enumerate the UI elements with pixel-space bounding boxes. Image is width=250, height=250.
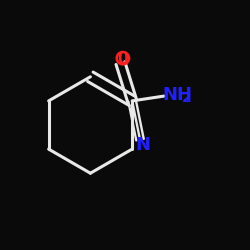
Text: O: O — [118, 50, 128, 68]
Text: NH: NH — [162, 86, 192, 104]
Text: N: N — [135, 136, 150, 154]
Text: 2: 2 — [182, 91, 192, 105]
